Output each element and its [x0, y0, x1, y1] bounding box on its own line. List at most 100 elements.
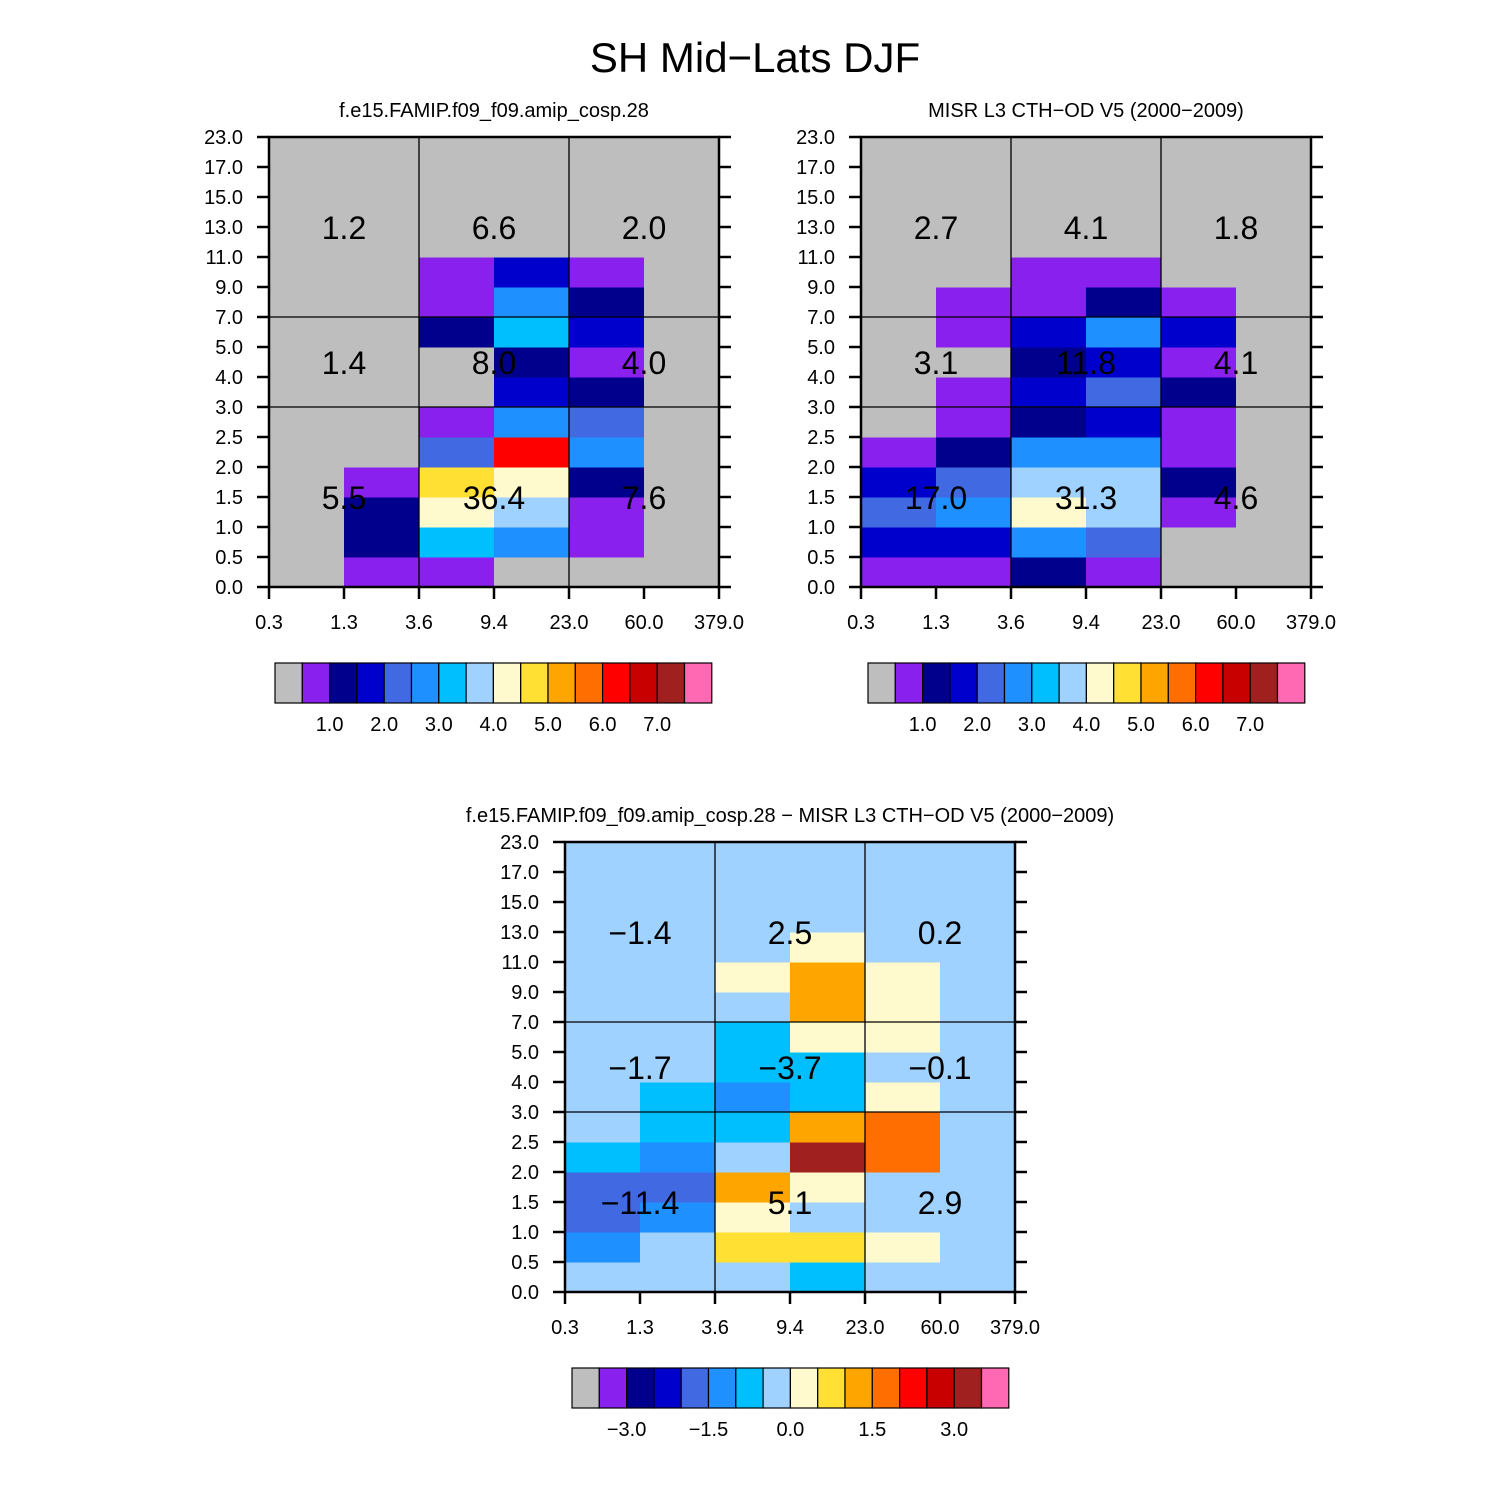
heatmap-cell	[569, 257, 645, 288]
colorbar-label: 3.0	[425, 714, 453, 736]
heatmap-cell	[644, 557, 720, 588]
colorbar-box	[871, 1367, 901, 1409]
heatmap-cell	[419, 377, 495, 408]
heatmap-cell	[936, 497, 1012, 528]
y-tick-label: 4.0	[215, 367, 243, 389]
y-tick-label: 4.0	[511, 1072, 539, 1094]
heatmap-cell	[1236, 437, 1312, 468]
heatmap-cell	[565, 1262, 641, 1293]
group-total-label: 2.7	[914, 210, 958, 246]
y-tick-label: 9.0	[807, 277, 835, 299]
colorbar-box	[1085, 662, 1115, 704]
heatmap-cell	[790, 902, 866, 933]
heatmap-cell	[565, 1142, 641, 1173]
group-total-label: 3.1	[914, 345, 958, 381]
heatmap-cell	[344, 527, 420, 558]
heatmap-cell	[344, 197, 420, 228]
y-tick-label: 1.0	[511, 1222, 539, 1244]
heatmap-cell	[865, 1172, 941, 1203]
y-tick-label: 7.0	[807, 307, 835, 329]
heatmap-cell	[569, 497, 645, 528]
heatmap-cell	[861, 557, 937, 588]
heatmap-cell	[1011, 227, 1087, 258]
colorbar-box	[1058, 662, 1087, 704]
colorbar-box	[707, 1367, 737, 1409]
group-total-label: 7.6	[622, 480, 666, 516]
heatmap-cell	[865, 902, 941, 933]
heatmap-cell	[1086, 497, 1162, 528]
heatmap-cell	[715, 1142, 791, 1173]
colorbar-label: 5.0	[534, 714, 562, 736]
heatmap-cell	[565, 1082, 641, 1113]
x-tick-label: 60.0	[921, 1317, 960, 1339]
heatmap-cell	[640, 902, 716, 933]
panel-misr: MISR L3 CTH−OD V5 (2000−2009)0.00.51.01.…	[796, 100, 1336, 736]
heatmap-cell	[494, 557, 570, 588]
heatmap-cell	[1161, 467, 1237, 498]
colorbar-box	[921, 662, 951, 704]
heatmap-cell	[1236, 287, 1312, 318]
heatmap-cell	[936, 317, 1012, 348]
heatmap-cell	[715, 872, 791, 903]
group-total-label: 0.2	[918, 915, 962, 951]
heatmap-cell	[715, 1202, 791, 1233]
heatmap-cell	[344, 287, 420, 318]
y-tick-label: 11.0	[206, 247, 243, 269]
heatmap-cell	[940, 992, 1016, 1023]
heatmap-cell	[1011, 257, 1087, 288]
heatmap-cell	[419, 137, 495, 168]
heatmap-cell	[1086, 467, 1162, 498]
heatmap-cell	[861, 377, 937, 408]
y-tick-label: 5.0	[807, 337, 835, 359]
heatmap-cell	[715, 1022, 791, 1053]
heatmap-cell	[494, 527, 570, 558]
heatmap-cell	[1086, 527, 1162, 558]
y-tick-label: 1.0	[807, 517, 835, 539]
heatmap-cell	[865, 1052, 941, 1083]
heatmap-cell	[565, 1232, 641, 1263]
group-total-label: −11.4	[601, 1185, 680, 1221]
heatmap-cell	[640, 872, 716, 903]
heatmap-cell	[640, 1022, 716, 1053]
x-tick-label: 1.3	[922, 612, 950, 634]
colorbar-box	[867, 662, 896, 704]
heatmap-cell	[1236, 257, 1312, 288]
colorbar-box	[817, 1367, 846, 1409]
group-total-label: 6.6	[472, 210, 516, 246]
heatmap-cell	[494, 437, 570, 468]
heatmap-cell	[569, 167, 645, 198]
heatmap-cell	[940, 1022, 1016, 1053]
heatmap-cell	[419, 407, 495, 438]
heatmap-cell	[1011, 137, 1087, 168]
colorbar-box	[735, 1367, 764, 1409]
heatmap-cell	[865, 872, 941, 903]
group-total-label: 2.0	[622, 210, 666, 246]
colorbar-box	[1167, 662, 1197, 704]
heatmap-cell	[1011, 197, 1087, 228]
colorbar-label: 7.0	[1236, 714, 1264, 736]
heatmap-cell	[640, 962, 716, 993]
heatmap-cell	[1086, 347, 1162, 378]
heatmap-cell	[936, 167, 1012, 198]
heatmap-cell	[344, 167, 420, 198]
heatmap-cell	[344, 557, 420, 588]
heatmap-cell	[790, 1112, 866, 1143]
heatmap-cell	[1011, 497, 1087, 528]
heatmap-cell	[569, 197, 645, 228]
colorbar-label: −1.5	[689, 1419, 728, 1441]
group-total-label: 5.1	[768, 1185, 812, 1221]
y-tick-label: 2.5	[215, 427, 243, 449]
colorbar-box	[574, 662, 604, 704]
heatmap-cell	[640, 1052, 716, 1083]
heatmap-cell	[861, 407, 937, 438]
heatmap-cell	[861, 497, 937, 528]
heatmap-cell	[344, 227, 420, 258]
heatmap-cell	[569, 287, 645, 318]
heatmap-cell	[269, 137, 345, 168]
heatmap-cell	[569, 137, 645, 168]
heatmap-cell	[865, 1082, 941, 1113]
y-tick-label: 7.0	[511, 1012, 539, 1034]
heatmap-cell	[269, 527, 345, 558]
heatmap-cell	[865, 1112, 941, 1143]
colorbar-box	[656, 662, 686, 704]
